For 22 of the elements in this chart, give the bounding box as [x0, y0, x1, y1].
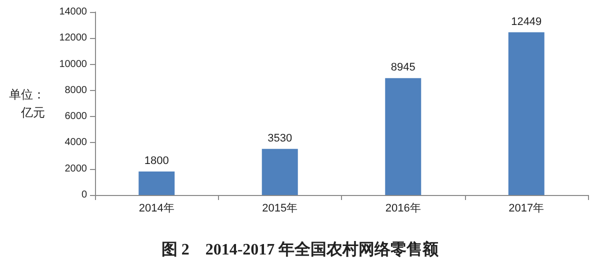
y-tick-label: 4000	[64, 137, 88, 148]
data-label: 3530	[268, 132, 292, 144]
data-label: 1800	[144, 154, 169, 167]
y-tick-label: 0	[81, 190, 88, 200]
y-tick-label: 2000	[64, 163, 88, 174]
bar	[508, 32, 544, 195]
x-tick-label: 2015年	[262, 202, 298, 214]
data-label: 12449	[511, 16, 542, 28]
y-tick-label: 8000	[64, 84, 88, 96]
text: 图 2 2014-2017 年全国农村网络零售额	[161, 240, 440, 258]
x-tick-label: 2014年	[138, 202, 174, 214]
data-label: 8945	[390, 62, 416, 74]
y-tick-label: 6000	[64, 111, 88, 122]
y-axis-title: 单位：亿元	[9, 88, 45, 120]
x-tick-label: 2016年	[385, 202, 421, 214]
y-tick-label: 10000	[59, 58, 88, 70]
x-tick-label: 2017年	[508, 202, 544, 214]
y-tick-label: 12000	[59, 32, 88, 44]
bar	[385, 78, 422, 195]
bar	[262, 148, 298, 195]
y-tick-label: 14000	[59, 6, 88, 18]
bar	[138, 171, 175, 195]
